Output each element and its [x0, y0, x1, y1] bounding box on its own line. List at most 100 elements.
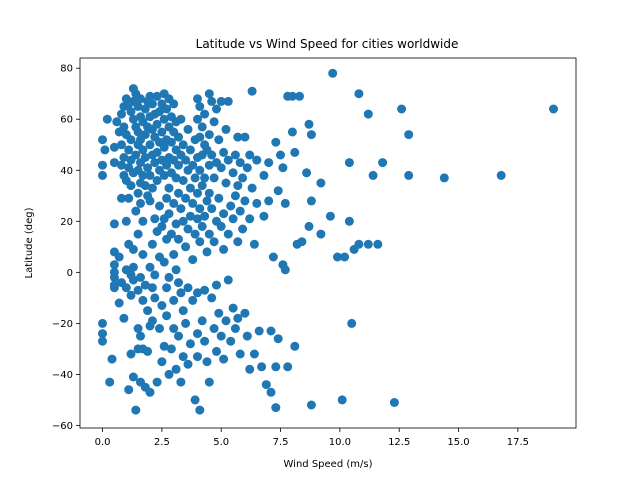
data-point	[133, 229, 143, 239]
data-point	[159, 341, 169, 351]
data-point	[159, 114, 169, 124]
data-point	[109, 283, 119, 293]
y-axis-label: Latitude (deg)	[24, 207, 35, 278]
data-point	[150, 214, 160, 224]
data-point	[138, 250, 148, 259]
x-tick-label: 7.5	[273, 437, 289, 448]
data-point	[273, 186, 283, 196]
data-point	[344, 216, 354, 226]
data-point	[159, 257, 169, 267]
data-point	[397, 104, 407, 114]
data-point	[287, 127, 297, 137]
data-point	[193, 188, 202, 198]
data-point	[157, 221, 167, 231]
data-point	[128, 114, 138, 124]
data-point	[100, 145, 110, 155]
data-point	[221, 124, 231, 134]
data-point	[150, 270, 160, 280]
data-point	[214, 193, 224, 203]
data-point	[98, 135, 107, 145]
data-point	[195, 405, 205, 415]
data-point	[204, 229, 214, 239]
data-point	[176, 377, 186, 387]
data-point	[174, 234, 183, 244]
data-point	[195, 237, 205, 247]
data-point	[162, 193, 172, 203]
x-tick-label: 0.0	[95, 437, 111, 448]
data-point	[290, 147, 300, 157]
data-point	[238, 224, 248, 234]
data-point	[98, 318, 107, 328]
data-point	[124, 145, 134, 155]
data-point	[128, 262, 138, 272]
data-point	[257, 362, 267, 372]
data-point	[169, 324, 179, 333]
data-point	[98, 336, 107, 346]
data-point	[128, 372, 138, 382]
data-point	[171, 173, 181, 183]
data-point	[290, 341, 300, 351]
data-point	[145, 387, 155, 397]
data-point	[268, 252, 278, 262]
data-point	[261, 380, 271, 390]
data-point	[136, 198, 145, 208]
data-point	[181, 155, 191, 165]
data-point	[209, 324, 219, 333]
data-point	[219, 147, 229, 157]
data-point	[209, 117, 219, 127]
y-tick-label: 60	[60, 115, 73, 126]
data-point	[200, 336, 210, 346]
data-point	[226, 336, 236, 346]
data-point	[133, 102, 143, 111]
data-point	[145, 170, 155, 180]
y-tick-label: 20	[60, 217, 73, 228]
data-point	[368, 170, 378, 180]
data-point	[200, 211, 210, 221]
data-point	[98, 329, 107, 339]
data-point	[193, 114, 202, 124]
data-point	[230, 150, 240, 160]
data-point	[162, 104, 172, 114]
data-point	[264, 158, 274, 168]
data-point	[185, 211, 195, 221]
data-point	[119, 122, 129, 132]
data-point	[378, 158, 388, 168]
data-point	[178, 140, 188, 150]
data-point	[363, 239, 373, 249]
data-point	[133, 324, 143, 333]
data-point	[347, 318, 357, 328]
data-point	[195, 165, 205, 175]
data-point	[373, 239, 383, 249]
data-point	[212, 346, 221, 356]
data-point	[169, 99, 179, 109]
data-point	[219, 354, 229, 364]
data-point	[121, 216, 131, 226]
data-point	[233, 313, 243, 323]
data-point	[143, 306, 153, 316]
data-point	[273, 334, 283, 344]
data-point	[233, 181, 243, 191]
data-point	[245, 214, 255, 224]
data-point	[124, 385, 134, 395]
data-point	[143, 163, 153, 173]
data-point	[276, 150, 285, 160]
data-point	[164, 209, 174, 219]
data-point	[216, 221, 226, 231]
data-point	[174, 188, 183, 198]
data-point	[216, 96, 226, 106]
data-point	[259, 211, 269, 221]
data-point	[157, 127, 167, 137]
data-point	[216, 331, 226, 341]
data-point	[157, 357, 167, 367]
x-tick-label: 10.0	[329, 437, 351, 448]
data-point	[226, 201, 236, 211]
data-point	[204, 188, 214, 198]
data-point	[155, 324, 164, 333]
data-point	[117, 160, 126, 170]
data-point	[164, 369, 174, 379]
x-tick-label: 12.5	[388, 437, 410, 448]
data-point	[126, 107, 136, 117]
data-point	[214, 135, 224, 145]
data-point	[193, 329, 202, 339]
